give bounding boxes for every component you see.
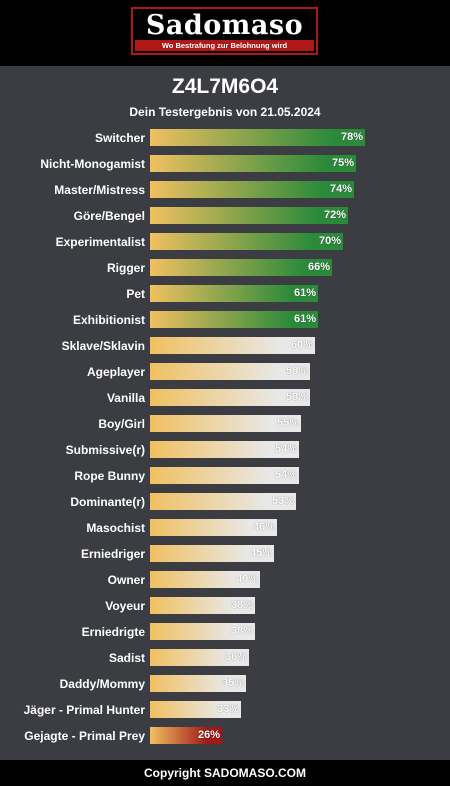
category-label: Rigger	[106, 261, 145, 275]
bar: 60%	[150, 337, 315, 354]
bar: 54%	[150, 467, 299, 484]
logo-tagline: Wo Bestrafung zur Belohnung wird	[135, 40, 314, 51]
bar: 78%	[150, 129, 365, 146]
bar-value-label: 46%	[252, 521, 275, 533]
bar: 33%	[150, 701, 241, 718]
category-label: Sklave/Sklavin	[61, 339, 145, 353]
page-subtitle: Dein Testergebnis von 21.05.2024	[129, 105, 321, 119]
bar-value-label: 66%	[307, 261, 330, 273]
bar-value-label: 54%	[274, 443, 297, 455]
bar-value-label: 40%	[235, 573, 258, 585]
bar: 40%	[150, 571, 260, 588]
bar-value-label: 55%	[276, 417, 299, 429]
category-label: Ageplayer	[86, 365, 145, 379]
bar: 61%	[150, 285, 318, 302]
category-label: Gejagte - Primal Prey	[24, 729, 145, 743]
bar-value-label: 38%	[230, 625, 253, 637]
bar-value-label: 35%	[221, 677, 244, 689]
bar: 36%	[150, 649, 249, 666]
copyright-footer: Copyright SADOMASO.COM	[0, 760, 450, 786]
bar-value-label: 70%	[318, 235, 341, 247]
category-label: Sadist	[108, 651, 145, 665]
category-label: Nicht-Monogamist	[40, 157, 145, 171]
category-label: Experimentalist	[55, 235, 145, 249]
bar: 38%	[150, 597, 255, 614]
category-label: Owner	[107, 573, 145, 587]
category-label: Vanilla	[106, 391, 145, 405]
category-label: Submissive(r)	[65, 443, 145, 457]
bar-value-label: 74%	[329, 183, 352, 195]
bar-value-label: 58%	[285, 391, 308, 403]
bar-value-label: 72%	[323, 209, 346, 221]
bar: 58%	[150, 389, 310, 406]
sadomaso-logo[interactable]: Sadomaso Wo Bestrafung zur Belohnung wir…	[131, 7, 318, 55]
bar-value-label: 75%	[331, 157, 354, 169]
category-label: Boy/Girl	[98, 417, 145, 431]
category-label: Göre/Bengel	[73, 209, 145, 223]
category-label: Master/Mistress	[54, 183, 145, 197]
bar: 72%	[150, 207, 348, 224]
category-label: Switcher	[94, 131, 145, 145]
bar: 75%	[150, 155, 356, 172]
category-label: Masochist	[86, 521, 145, 535]
bar-value-label: 26%	[197, 729, 220, 741]
header: Sadomaso Wo Bestrafung zur Belohnung wir…	[0, 0, 450, 66]
bar-value-label: 33%	[216, 703, 239, 715]
category-label: Dominante(r)	[70, 495, 145, 509]
category-label: Erniedriger	[80, 547, 145, 561]
category-label: Rope Bunny	[74, 469, 145, 483]
bar: 46%	[150, 519, 277, 536]
bar: 66%	[150, 259, 332, 276]
bar: 38%	[150, 623, 255, 640]
category-label: Jäger - Primal Hunter	[23, 703, 145, 717]
bar-value-label: 58%	[285, 365, 308, 377]
bar-value-label: 36%	[224, 651, 247, 663]
bar: 53%	[150, 493, 296, 510]
category-label: Daddy/Mommy	[59, 677, 145, 691]
bar: 35%	[150, 675, 246, 692]
bar-value-label: 60%	[290, 339, 313, 351]
category-label: Exhibitionist	[73, 313, 145, 327]
page-title: Z4L7M6O4	[171, 75, 279, 98]
bar-value-label: 61%	[293, 287, 316, 299]
bar-value-label: 53%	[271, 495, 294, 507]
bar: 58%	[150, 363, 310, 380]
category-label: Erniedrigte	[81, 625, 145, 639]
bar-value-label: 38%	[230, 599, 253, 611]
bar: 70%	[150, 233, 343, 250]
result-bar-chart: Switcher 78% Nicht-Monogamist 75% Master/Mis…	[23, 129, 365, 744]
bar-value-label: 61%	[293, 313, 316, 325]
bar: 61%	[150, 311, 318, 328]
category-label: Voyeur	[105, 599, 145, 613]
bar: 45%	[150, 545, 274, 562]
bar: 55%	[150, 415, 301, 432]
bar-value-label: 78%	[340, 131, 363, 143]
bar: 26%	[150, 727, 222, 744]
category-label: Pet	[126, 287, 145, 301]
bar: 74%	[150, 181, 354, 198]
bar-value-label: 45%	[249, 547, 272, 559]
logo-text: Sadomaso	[145, 10, 304, 41]
bar: 54%	[150, 441, 299, 458]
bar-value-label: 54%	[274, 469, 297, 481]
